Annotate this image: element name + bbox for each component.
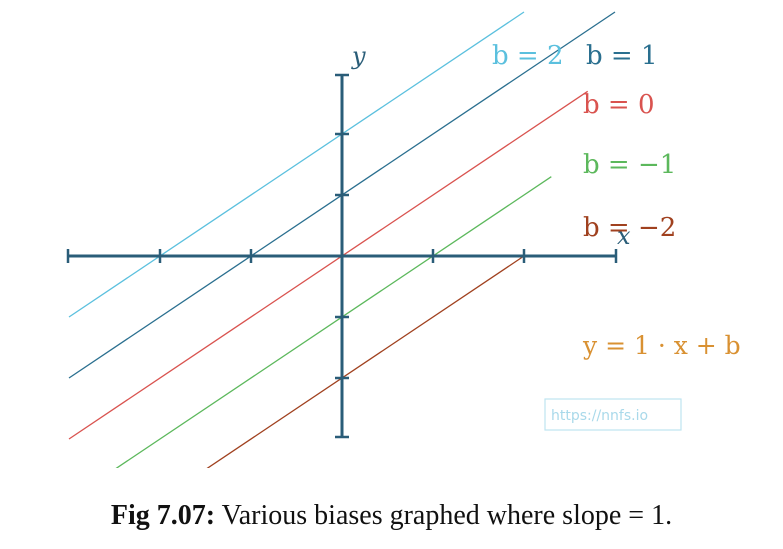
caption-label: Fig 7.07: — [110, 500, 216, 531]
watermark-box — [544, 398, 682, 431]
figure-caption: Fig 7.07: Various biases graphed where s… — [0, 500, 783, 532]
y-axis-label: y — [351, 42, 366, 70]
series-label-b-2: b = 2 — [492, 41, 564, 71]
chart: y x b = 2 b = 1 b = 0 b = −1 b = −2 y = 1 · x +… — [66, 11, 741, 468]
series-line-b-2 — [68, 11, 525, 318]
x-axis-label: x — [617, 222, 631, 250]
series-label-b--1: b = −1 — [583, 150, 676, 180]
series-label-b--2: b = −2 — [583, 213, 676, 243]
series-label-b-1: b = 1 — [586, 41, 658, 71]
equation-label: y = 1 · x + b — [582, 331, 741, 360]
series-label-b-0: b = 0 — [583, 90, 655, 120]
caption-text: Various biases graphed where slope = 1. — [215, 500, 673, 531]
series-line-b--2 — [206, 255, 525, 468]
series-line-b--1 — [115, 176, 552, 468]
series-line-b-0 — [68, 90, 589, 440]
watermark-text: https://nnfs.io — [551, 408, 648, 424]
